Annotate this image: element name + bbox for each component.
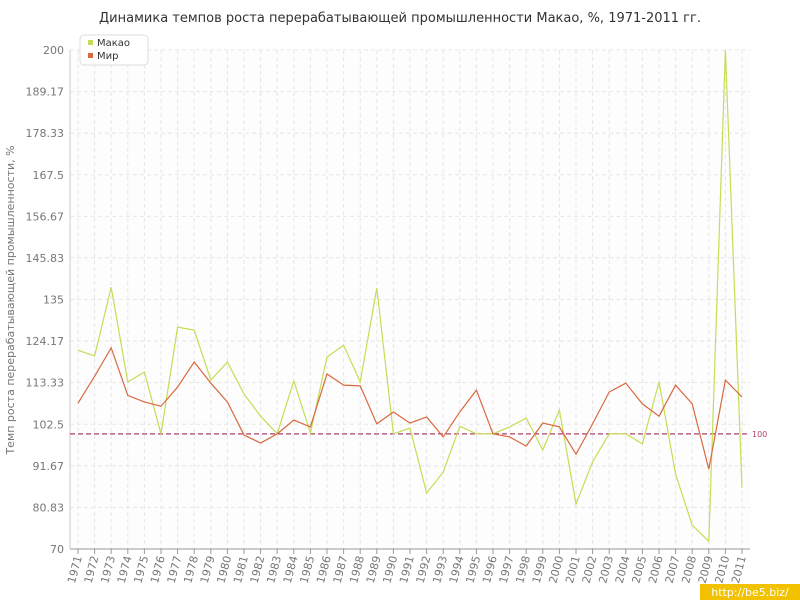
y-tick-label: 200	[43, 44, 64, 57]
legend-box	[79, 34, 149, 66]
y-tick-label: 178.33	[26, 127, 65, 140]
x-tick-label: 2011	[729, 554, 749, 584]
y-axis-label: Темп роста перерабатывающей промышленнос…	[4, 145, 17, 455]
legend: Макао Мир	[79, 34, 149, 66]
series-line	[77, 346, 743, 470]
y-tick-label: 80.83	[33, 501, 65, 514]
legend-label: Мир	[97, 51, 118, 62]
reference-label: 100	[752, 430, 767, 439]
y-tick-label: 113.33	[26, 377, 65, 390]
chart-title: Динамика темпов роста перерабатывающей п…	[99, 11, 701, 26]
y-tick-label: 156.67	[26, 210, 65, 223]
y-tick-label: 70	[50, 543, 64, 556]
legend-swatch	[88, 40, 93, 45]
legend-label: Макао	[97, 38, 130, 49]
y-tick-label: 91.67	[33, 460, 65, 473]
y-tick-label: 124.17	[26, 335, 65, 348]
watermark-bg	[700, 584, 800, 600]
y-tick-label: 102.5	[33, 418, 65, 431]
y-tick-label: 135	[43, 294, 64, 307]
y-tick-label: 167.5	[33, 169, 65, 182]
y-tick-label: 145.83	[26, 252, 65, 265]
series-line	[77, 49, 743, 543]
watermark: http://be5.biz/	[711, 586, 789, 599]
y-tick-label: 189.17	[26, 86, 65, 99]
legend-swatch	[88, 53, 93, 58]
